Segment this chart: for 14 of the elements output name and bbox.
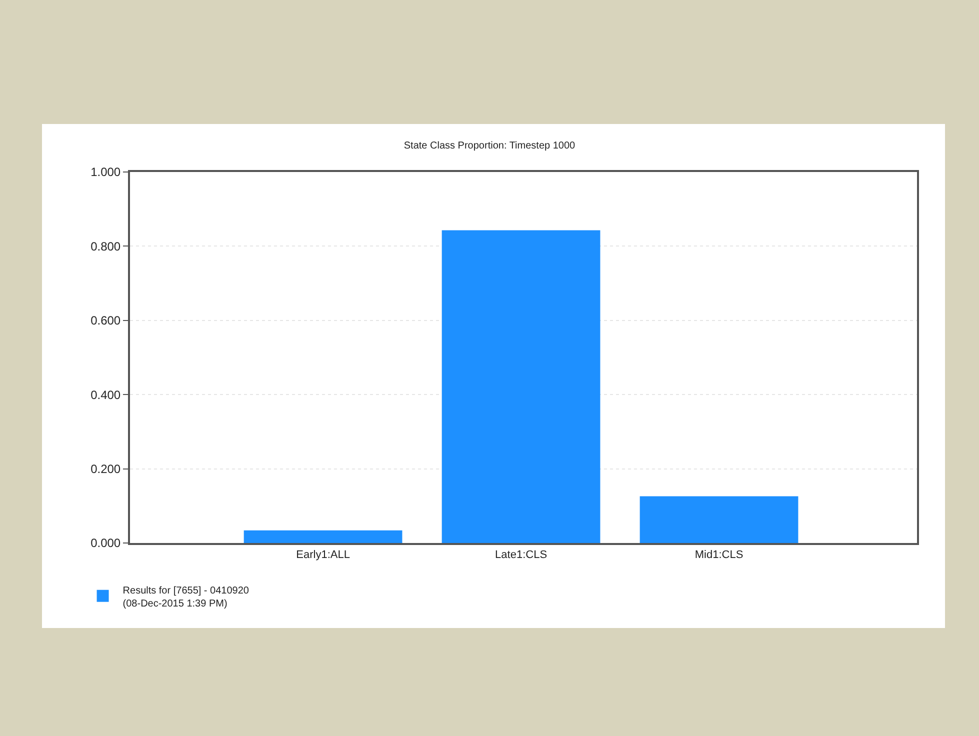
- y-tick-label: 0.200: [90, 462, 121, 476]
- y-tick-label: 0.000: [90, 536, 121, 550]
- bar: [244, 530, 402, 543]
- x-tick-label: Mid1:CLS: [694, 549, 744, 562]
- y-tick-label: 0.800: [90, 239, 121, 254]
- legend-label: Results for [7655] - 0410920 (08-Dec-2015 1:39 PM): [122, 585, 250, 610]
- bar: [442, 230, 600, 543]
- bar: [640, 496, 798, 543]
- y-tick-label: 0.600: [90, 314, 121, 328]
- x-tick-label: Late1:CLS: [495, 549, 548, 562]
- y-tick-label: 0.400: [90, 388, 121, 402]
- y-tick-label: 1.000: [90, 165, 121, 180]
- x-tick-label: Early1:ALL: [296, 549, 350, 562]
- chart-title: State Class Proportion: Timestep 1000: [404, 140, 576, 152]
